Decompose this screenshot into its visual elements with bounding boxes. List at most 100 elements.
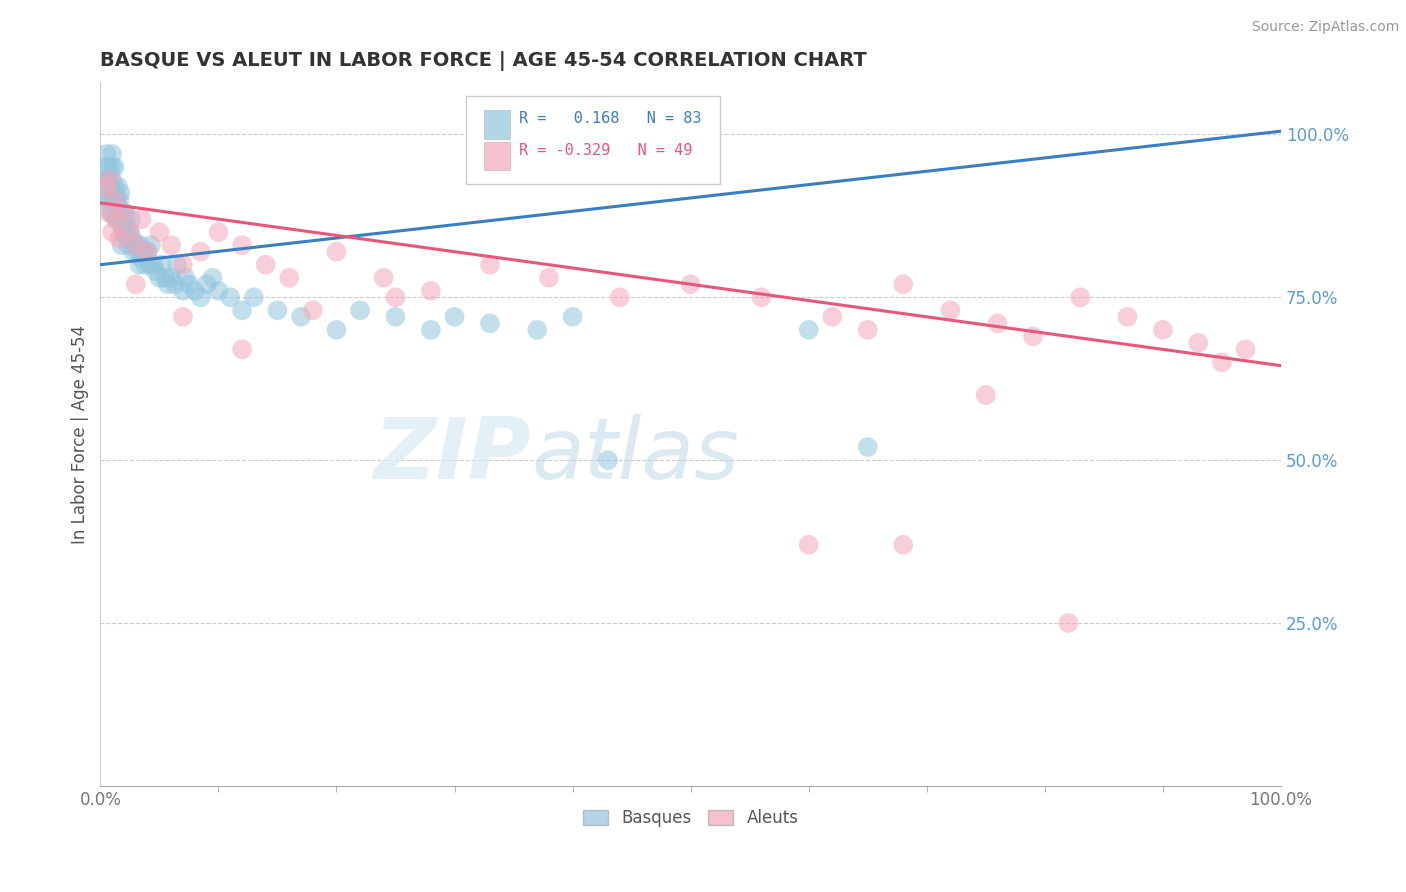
Point	[195, 277, 218, 292]
Point	[96, 173, 118, 187]
Point	[110, 205, 132, 219]
Point	[478, 316, 501, 330]
Point	[821, 310, 844, 324]
Point	[163, 277, 186, 292]
Point	[96, 193, 118, 207]
Y-axis label: In Labor Force | Age 45-54: In Labor Force | Age 45-54	[72, 325, 89, 543]
Point	[101, 225, 124, 239]
Point	[974, 388, 997, 402]
Point	[139, 238, 162, 252]
Point	[129, 238, 152, 252]
Point	[127, 244, 149, 259]
Point	[679, 277, 702, 292]
Point	[96, 179, 118, 194]
Point	[231, 238, 253, 252]
Point	[118, 225, 141, 239]
Point	[155, 270, 177, 285]
Point	[148, 270, 170, 285]
Point	[103, 193, 125, 207]
Point	[114, 225, 136, 239]
Point	[98, 193, 121, 207]
Point	[120, 212, 142, 227]
Point	[118, 238, 141, 252]
Point	[125, 238, 148, 252]
Point	[117, 232, 139, 246]
Point	[115, 219, 138, 233]
Point	[110, 238, 132, 252]
Point	[97, 173, 120, 187]
Point	[219, 290, 242, 304]
Point	[1152, 323, 1174, 337]
Point	[101, 173, 124, 187]
Point	[443, 310, 465, 324]
Point	[110, 219, 132, 233]
Point	[136, 244, 159, 259]
Point	[190, 290, 212, 304]
Point	[103, 160, 125, 174]
Point	[231, 343, 253, 357]
Point	[101, 205, 124, 219]
Point	[98, 173, 121, 187]
Point	[419, 323, 441, 337]
Point	[231, 303, 253, 318]
Point	[104, 212, 127, 227]
Point	[207, 284, 229, 298]
Point	[160, 238, 183, 252]
Point	[105, 212, 128, 227]
Point	[266, 303, 288, 318]
Point	[349, 303, 371, 318]
Point	[131, 212, 153, 227]
Point	[122, 244, 145, 259]
Point	[891, 277, 914, 292]
Point	[1211, 355, 1233, 369]
Point	[190, 244, 212, 259]
Point	[856, 440, 879, 454]
Point	[172, 258, 194, 272]
Point	[125, 277, 148, 292]
Point	[891, 538, 914, 552]
Point	[108, 212, 131, 227]
Point	[751, 290, 773, 304]
Point	[142, 258, 165, 272]
Point	[139, 258, 162, 272]
Point	[104, 193, 127, 207]
Point	[987, 316, 1010, 330]
Point	[939, 303, 962, 318]
Point	[96, 147, 118, 161]
Point	[373, 270, 395, 285]
Point	[110, 186, 132, 200]
Point	[254, 258, 277, 272]
Text: R =   0.168   N = 83: R = 0.168 N = 83	[519, 112, 702, 126]
Point	[101, 160, 124, 174]
Point	[156, 277, 179, 292]
Point	[97, 205, 120, 219]
Point	[797, 538, 820, 552]
Point	[103, 179, 125, 194]
Point	[561, 310, 583, 324]
Point	[107, 199, 129, 213]
Point	[537, 270, 560, 285]
Text: ZIP: ZIP	[374, 414, 531, 497]
Point	[325, 244, 347, 259]
Point	[148, 225, 170, 239]
FancyBboxPatch shape	[467, 96, 720, 185]
Point	[1116, 310, 1139, 324]
Point	[118, 225, 141, 239]
Point	[108, 232, 131, 246]
Point	[384, 310, 406, 324]
Point	[160, 270, 183, 285]
Point	[136, 244, 159, 259]
Point	[98, 179, 121, 194]
Point	[856, 323, 879, 337]
Point	[112, 212, 135, 227]
Point	[609, 290, 631, 304]
Point	[419, 284, 441, 298]
Point	[150, 258, 173, 272]
Point	[134, 258, 156, 272]
Point	[302, 303, 325, 318]
Point	[243, 290, 266, 304]
Point	[121, 232, 143, 246]
Point	[797, 323, 820, 337]
Point	[100, 205, 122, 219]
Point	[596, 453, 619, 467]
